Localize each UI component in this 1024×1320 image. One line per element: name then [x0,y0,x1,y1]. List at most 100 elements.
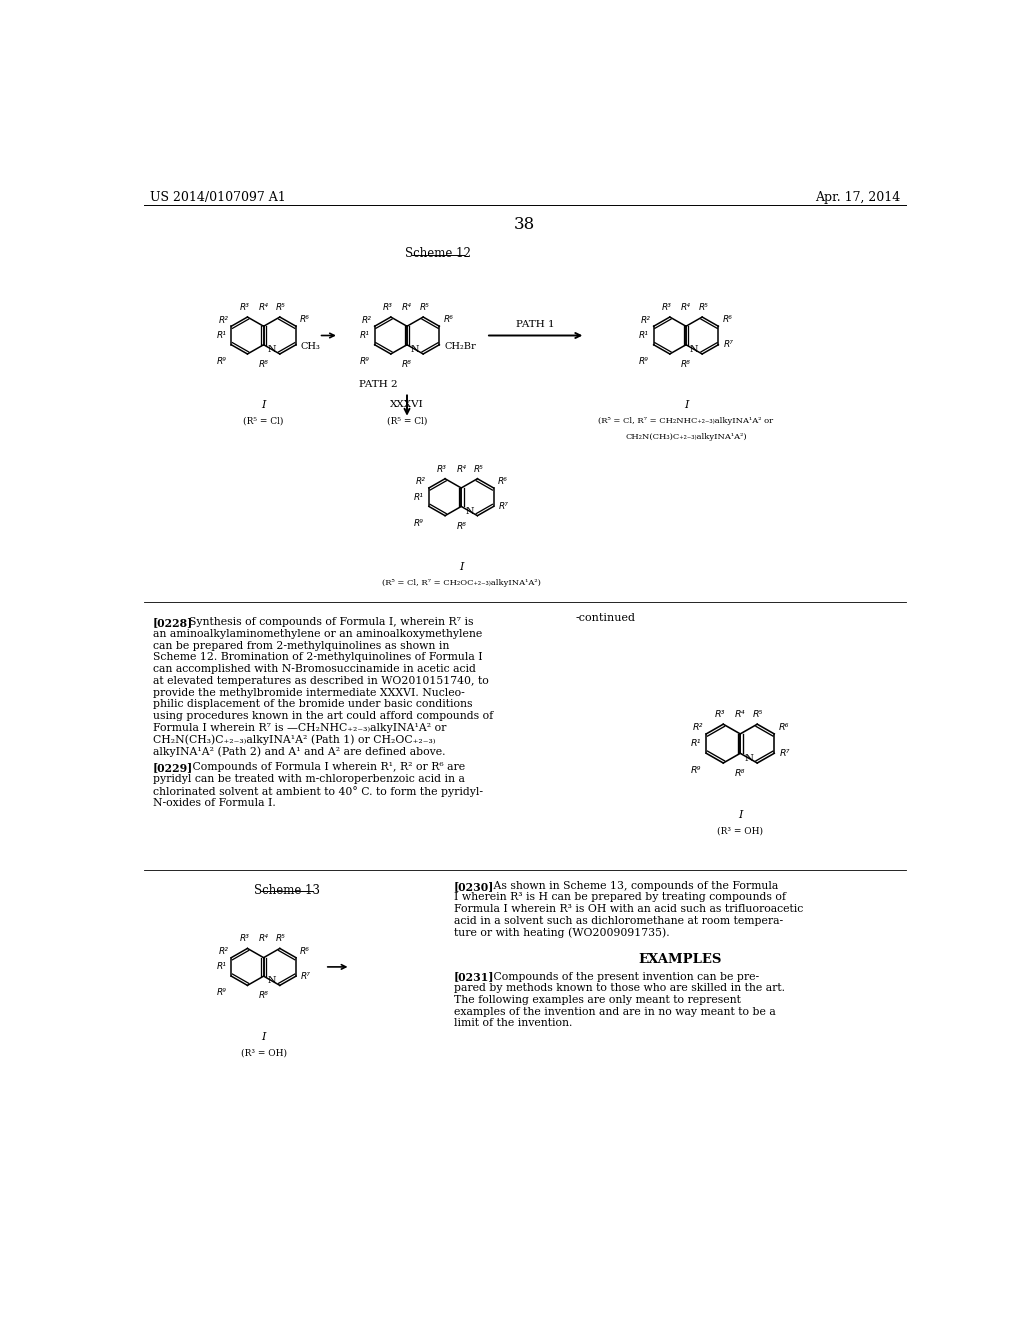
Text: (R⁵ = Cl): (R⁵ = Cl) [387,417,427,426]
Text: -continued: -continued [575,612,636,623]
Text: provide the methylbromide intermediate XXXVI. Nucleo-: provide the methylbromide intermediate X… [153,688,465,697]
Text: I: I [261,400,266,411]
Text: R⁴: R⁴ [259,935,268,944]
Text: R⁴: R⁴ [457,465,466,474]
Text: acid in a solvent such as dichloromethane at room tempera-: acid in a solvent such as dichloromethan… [454,916,782,925]
Text: R⁸: R⁸ [259,360,268,370]
Text: Formula I wherein R³ is OH with an acid such as trifluoroacetic: Formula I wherein R³ is OH with an acid … [454,904,803,913]
Text: chlorinated solvent at ambient to 40° C. to form the pyridyl-: chlorinated solvent at ambient to 40° C.… [153,785,482,797]
Text: R¹: R¹ [216,962,226,972]
Text: R²: R² [361,315,372,325]
Text: R⁵: R⁵ [753,710,764,719]
Text: R²: R² [416,478,426,487]
Text: R¹: R¹ [690,739,700,748]
Text: (R⁵ = Cl, R⁷ = CH₂OC₊₂₋₃₎alkyINA¹A²): (R⁵ = Cl, R⁷ = CH₂OC₊₂₋₃₎alkyINA¹A²) [382,578,541,586]
Text: N: N [411,345,420,354]
Text: US 2014/0107097 A1: US 2014/0107097 A1 [150,190,286,203]
Text: an aminoalkylaminomethylene or an aminoalkoxymethylene: an aminoalkylaminomethylene or an aminoa… [153,630,482,639]
Text: R²: R² [692,723,703,733]
Text: R⁹: R⁹ [414,519,424,528]
Text: R⁶: R⁶ [778,723,788,731]
Text: R⁹: R⁹ [216,356,226,366]
Text: R⁶: R⁶ [498,477,508,486]
Text: R³: R³ [662,302,672,312]
Text: pyridyl can be treated with m-chloroperbenzoic acid in a: pyridyl can be treated with m-chloroperb… [153,774,465,784]
Text: EXAMPLES: EXAMPLES [638,953,722,966]
Text: I wherein R³ is H can be prepared by treating compounds of: I wherein R³ is H can be prepared by tre… [454,892,785,903]
Text: N-oxides of Formula I.: N-oxides of Formula I. [153,797,275,808]
Text: R⁴: R⁴ [735,710,745,719]
Text: R⁵: R⁵ [275,302,286,312]
Text: PATH 1: PATH 1 [515,319,554,329]
Text: Apr. 17, 2014: Apr. 17, 2014 [815,190,900,203]
Text: As shown in Scheme 13, compounds of the Formula: As shown in Scheme 13, compounds of the … [483,880,778,891]
Text: CH₂Br: CH₂Br [444,342,476,351]
Text: [0231]: [0231] [454,972,494,982]
Text: R³: R³ [437,465,446,474]
Text: R⁷: R⁷ [779,748,790,758]
Text: R¹: R¹ [359,331,370,341]
Text: philic displacement of the bromide under basic conditions: philic displacement of the bromide under… [153,700,472,709]
Text: [0229]: [0229] [153,763,194,774]
Text: CH₂N(CH₃)C₊₂₋₃₎alkyINA¹A² (Path 1) or CH₂OC₊₂₋₃₎: CH₂N(CH₃)C₊₂₋₃₎alkyINA¹A² (Path 1) or CH… [153,734,435,744]
Text: R¹: R¹ [414,492,424,502]
Text: N: N [267,345,275,354]
Text: I: I [261,1032,266,1041]
Text: R⁴: R⁴ [681,302,691,312]
Text: alkyINA¹A² (Path 2) and A¹ and A² are defined above.: alkyINA¹A² (Path 2) and A¹ and A² are de… [153,746,445,756]
Text: 38: 38 [514,216,536,234]
Text: N: N [465,507,473,516]
Text: R⁶: R⁶ [443,315,454,325]
Text: R²: R² [641,315,650,325]
Text: R⁵: R⁵ [698,302,709,312]
Text: N: N [744,754,754,763]
Text: can accomplished with N-Bromosuccinamide in acetic acid: can accomplished with N-Bromosuccinamide… [153,664,476,675]
Text: examples of the invention and are in no way meant to be a: examples of the invention and are in no … [454,1007,775,1016]
Text: at elevated temperatures as described in WO2010151740, to: at elevated temperatures as described in… [153,676,488,686]
Text: CH₂N(CH₃)C₊₂₋₃₎alkyINA¹A²): CH₂N(CH₃)C₊₂₋₃₎alkyINA¹A²) [626,433,746,441]
Text: Compounds of the present invention can be pre-: Compounds of the present invention can b… [483,972,759,982]
Text: R⁶: R⁶ [300,315,310,325]
Text: R³: R³ [383,302,392,312]
Text: R⁹: R⁹ [639,356,648,366]
Text: R⁸: R⁸ [681,360,691,370]
Text: R⁵: R⁵ [473,465,483,474]
Text: R⁷: R⁷ [301,972,311,981]
Text: R⁶: R⁶ [300,946,310,956]
Text: Scheme 12. Bromination of 2-methylquinolines of Formula I: Scheme 12. Bromination of 2-methylquinol… [153,652,482,663]
Text: R³: R³ [715,710,725,719]
Text: [0230]: [0230] [454,880,494,892]
Text: R¹: R¹ [216,331,226,341]
Text: Scheme 13: Scheme 13 [254,884,319,896]
Text: R⁸: R⁸ [735,770,745,779]
Text: R⁹: R⁹ [216,989,226,998]
Text: (R⁵ = Cl, R⁷ = CH₂NHC₊₂₋₃₎alkyINA¹A² or: (R⁵ = Cl, R⁷ = CH₂NHC₊₂₋₃₎alkyINA¹A² or [598,417,773,425]
Text: XXXVI: XXXVI [390,400,424,409]
Text: Scheme 12: Scheme 12 [406,247,471,260]
Text: R²: R² [218,948,228,956]
Text: R²: R² [218,315,228,325]
Text: (R³ = OH): (R³ = OH) [717,826,763,836]
Text: R⁹: R⁹ [690,766,700,775]
Text: N: N [267,977,275,985]
Text: using procedures known in the art could afford compounds of: using procedures known in the art could … [153,711,493,721]
Text: PATH 2: PATH 2 [359,380,397,389]
Text: R⁷: R⁷ [499,502,509,511]
Text: The following examples are only meant to represent: The following examples are only meant to… [454,995,740,1005]
Text: I: I [459,562,464,572]
Text: ture or with heating (WO2009091735).: ture or with heating (WO2009091735). [454,928,669,939]
Text: R⁵: R⁵ [419,302,429,312]
Text: R⁵: R⁵ [275,935,286,944]
Text: CH₃: CH₃ [301,342,321,351]
Text: pared by methods known to those who are skilled in the art.: pared by methods known to those who are … [454,983,784,993]
Text: [0228]: [0228] [153,618,194,628]
Text: R⁸: R⁸ [402,360,412,370]
Text: I: I [738,810,742,820]
Text: R⁹: R⁹ [359,356,370,366]
Text: (R³ = OH): (R³ = OH) [241,1048,287,1057]
Text: (R⁵ = Cl): (R⁵ = Cl) [244,417,284,426]
Text: R⁴: R⁴ [402,302,412,312]
Text: R⁷: R⁷ [724,341,733,350]
Text: R³: R³ [240,935,249,944]
Text: can be prepared from 2-methylquinolines as shown in: can be prepared from 2-methylquinolines … [153,640,450,651]
